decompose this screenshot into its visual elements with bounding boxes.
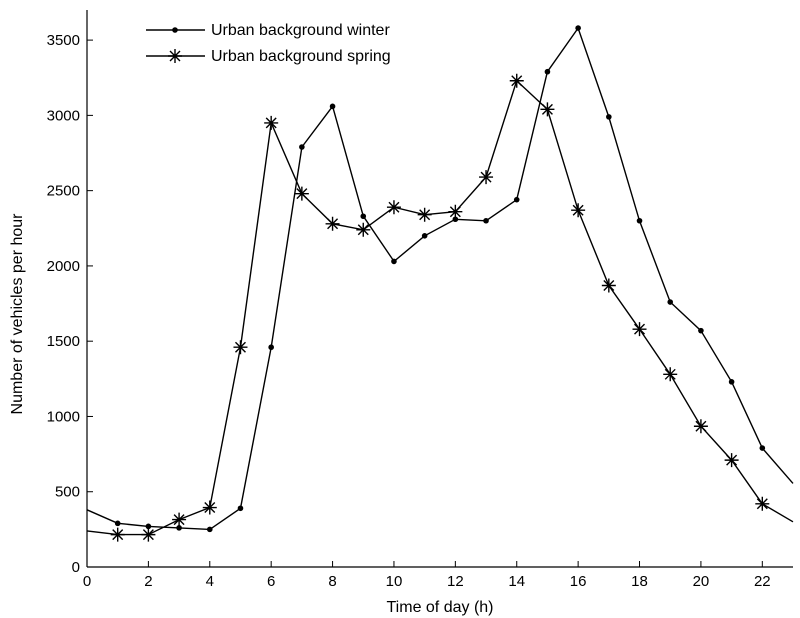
legend-entry: Urban background winter	[146, 22, 390, 39]
axes: 0 2 4 6 8 10 12 14 16 18 20 22 0 500 1000 1500 2000 2500 3…	[47, 10, 793, 590]
data-point	[294, 186, 309, 201]
y-tick-label: 3000	[47, 107, 80, 124]
y-tick-label: 500	[55, 484, 80, 501]
data-point	[606, 114, 612, 120]
data-point	[268, 344, 274, 351]
series-layer	[86, 25, 794, 542]
data-point	[202, 500, 217, 515]
y-axis-title: Number of vehicles per hour	[9, 213, 26, 415]
data-point	[176, 525, 182, 531]
data-point	[264, 115, 279, 130]
data-point	[448, 204, 463, 219]
y-tick-label: 0	[72, 559, 80, 576]
data-point	[663, 367, 678, 382]
data-point	[329, 103, 336, 110]
data-point	[667, 299, 674, 305]
data-point	[452, 216, 459, 223]
data-point	[325, 216, 340, 231]
data-point	[724, 453, 739, 468]
data-point	[693, 419, 708, 434]
data-point	[145, 523, 152, 530]
data-point	[759, 445, 766, 451]
data-point	[636, 217, 643, 224]
legend-label: Urban background spring	[211, 48, 391, 65]
data-point	[417, 207, 432, 222]
series-2	[86, 73, 794, 542]
data-point	[421, 233, 428, 239]
data-point	[544, 68, 551, 75]
data-point	[360, 213, 367, 220]
y-tick-label: 1000	[47, 408, 80, 425]
legend-entry: Urban background spring	[146, 48, 391, 65]
y-tick-label: 2000	[47, 258, 80, 275]
data-point	[728, 379, 735, 385]
x-tick-label: 2	[144, 573, 152, 590]
legend: Urban background winter Urban background …	[146, 22, 391, 65]
x-tick-label: 14	[508, 573, 525, 590]
y-tick-label: 1500	[47, 333, 80, 350]
data-point	[206, 526, 213, 533]
data-point	[509, 73, 524, 88]
data-point	[114, 520, 121, 527]
data-point	[110, 527, 125, 542]
x-axis-title: Time of day (h)	[387, 599, 494, 616]
x-tick-label: 12	[447, 573, 464, 590]
data-point	[479, 170, 494, 185]
data-point	[632, 322, 647, 337]
legend-marker	[168, 49, 182, 63]
legend-marker	[172, 27, 178, 33]
series-1	[86, 25, 794, 533]
x-tick-label: 22	[754, 573, 771, 590]
data-point	[141, 527, 156, 542]
data-point	[571, 203, 586, 218]
x-tick-label: 18	[631, 573, 648, 590]
x-tick-label: 16	[570, 573, 587, 590]
x-tick-label: 6	[267, 573, 275, 590]
data-point	[698, 327, 704, 334]
x-tick-label: 10	[386, 573, 403, 590]
x-tick-label: 0	[83, 573, 91, 590]
data-point	[601, 278, 616, 293]
data-point	[356, 222, 371, 237]
data-point	[755, 496, 770, 511]
data-point	[391, 258, 397, 265]
data-point	[513, 196, 520, 203]
x-tick-label: 4	[206, 573, 214, 590]
data-point	[575, 25, 581, 31]
x-tick-label: 8	[328, 573, 336, 590]
y-tick-label: 3500	[47, 32, 80, 49]
data-point	[172, 512, 187, 527]
legend-label: Urban background winter	[211, 22, 390, 39]
series-line	[86, 79, 794, 536]
data-point	[386, 200, 401, 215]
data-point	[237, 505, 244, 512]
data-point	[540, 102, 555, 117]
y-tick-label: 2500	[47, 183, 80, 200]
x-tick-label: 20	[693, 573, 710, 590]
data-point	[233, 340, 248, 355]
data-point	[299, 144, 305, 150]
data-point	[483, 217, 489, 224]
series-line	[86, 26, 794, 531]
